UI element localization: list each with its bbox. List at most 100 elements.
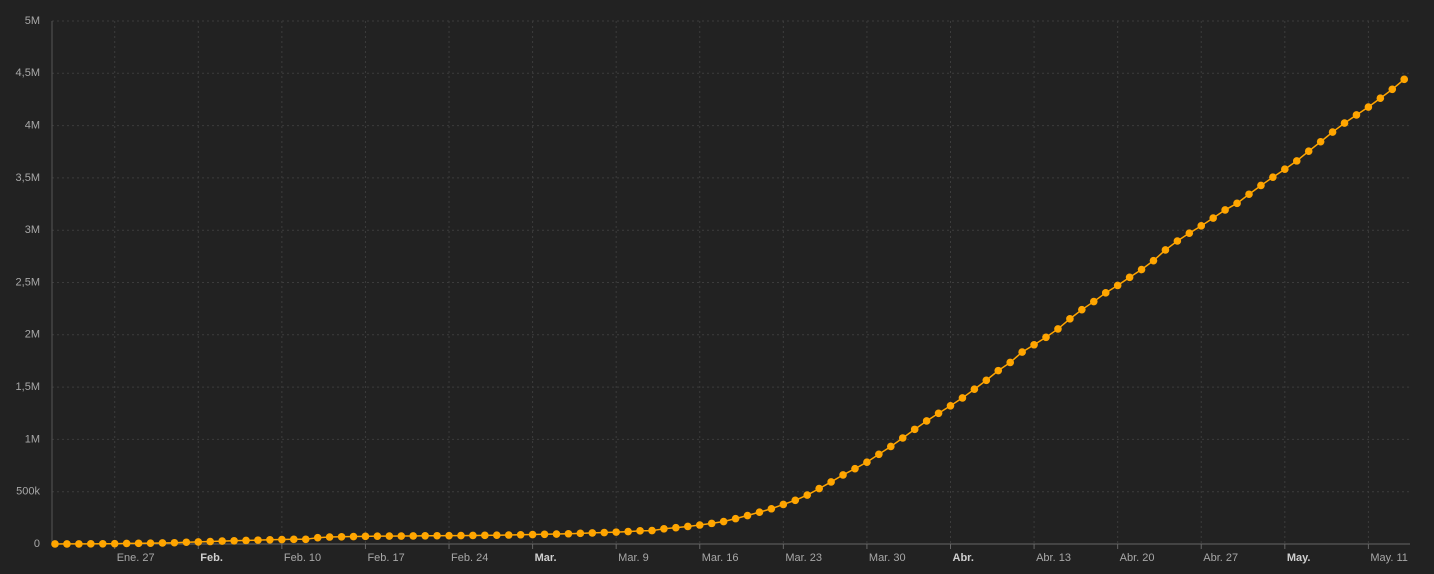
data-point	[433, 531, 441, 540]
data-point	[1089, 297, 1098, 306]
data-point	[146, 539, 155, 547]
data-point	[421, 531, 429, 540]
data-point	[218, 537, 226, 545]
data-point	[194, 538, 203, 546]
x-tick-label: Feb. 24	[451, 552, 488, 564]
data-point	[803, 491, 812, 499]
data-point	[206, 537, 215, 546]
data-point	[242, 536, 250, 545]
x-tick-label: Feb. 17	[367, 552, 404, 564]
x-tick-label: Feb.	[200, 552, 223, 564]
data-point	[385, 532, 394, 540]
data-point	[1281, 165, 1289, 174]
data-point	[851, 464, 859, 473]
data-point	[648, 526, 656, 535]
data-point	[397, 532, 406, 540]
data-point	[1006, 358, 1014, 367]
data-point	[75, 540, 83, 548]
data-point	[1364, 103, 1373, 111]
data-point	[540, 530, 549, 539]
data-point	[1340, 119, 1349, 127]
data-point	[481, 531, 489, 540]
data-point	[982, 376, 991, 385]
x-tick-label: Mar. 30	[869, 552, 906, 564]
y-tick-label: 5M	[25, 15, 40, 27]
data-point	[134, 539, 143, 548]
data-point	[170, 538, 179, 547]
data-point	[1173, 237, 1182, 245]
y-tick-label: 4,5M	[16, 67, 40, 79]
data-point	[492, 531, 501, 540]
x-tick-label: Abr.	[953, 552, 974, 564]
y-tick-label: 3M	[25, 224, 40, 236]
data-point	[875, 450, 883, 459]
y-tick-label: 2,5M	[16, 276, 40, 288]
y-tick-label: 2M	[25, 329, 40, 341]
data-point	[313, 533, 322, 542]
data-point	[1316, 137, 1325, 146]
data-point	[445, 531, 453, 540]
data-point	[958, 394, 967, 402]
data-point	[684, 522, 692, 531]
data-point	[325, 533, 334, 541]
data-point	[600, 528, 609, 537]
data-point	[863, 458, 871, 466]
data-point	[254, 536, 262, 544]
data-point	[827, 478, 835, 486]
data-point	[1245, 190, 1253, 199]
data-point	[887, 442, 895, 451]
data-point	[504, 531, 513, 539]
data-point	[934, 409, 943, 418]
data-point	[1113, 281, 1122, 290]
x-tick-label: Mar. 23	[785, 552, 822, 564]
data-point	[898, 434, 907, 442]
x-tick-label: May.	[1287, 552, 1311, 564]
data-point	[1221, 206, 1229, 214]
data-point	[1018, 348, 1026, 356]
data-point	[1185, 229, 1194, 237]
data-point	[910, 425, 919, 434]
data-point	[839, 471, 847, 479]
data-point	[290, 535, 298, 544]
data-point	[791, 496, 800, 505]
y-tick-label: 1,5M	[16, 381, 40, 393]
data-point	[815, 484, 823, 493]
data-point	[672, 523, 680, 532]
data-point	[158, 539, 167, 547]
data-point	[301, 535, 310, 544]
data-point	[660, 525, 668, 533]
data-point	[719, 517, 728, 526]
data-point	[1257, 181, 1265, 190]
data-point	[349, 532, 358, 541]
data-point	[87, 540, 95, 548]
data-point	[1161, 246, 1170, 254]
data-point	[1233, 199, 1241, 208]
data-point	[1304, 147, 1313, 155]
x-tick-label: Abr. 27	[1203, 552, 1238, 564]
data-point	[1030, 340, 1038, 349]
data-point	[922, 417, 931, 425]
x-tick-label: Feb. 10	[284, 552, 321, 564]
data-point	[98, 539, 107, 548]
data-point	[994, 366, 1003, 375]
data-point	[1400, 75, 1409, 84]
data-point	[731, 514, 740, 523]
data-point	[373, 532, 382, 540]
data-point	[409, 532, 418, 540]
data-point	[516, 530, 525, 539]
data-point	[755, 508, 764, 516]
data-point	[1269, 173, 1277, 181]
data-point	[1292, 157, 1301, 165]
x-tick-label: Mar. 16	[702, 552, 739, 564]
data-point	[1101, 289, 1110, 297]
data-point	[743, 511, 752, 520]
data-point	[552, 530, 561, 538]
data-point	[51, 540, 59, 548]
data-point	[946, 401, 955, 410]
y-tick-label: 1M	[25, 433, 40, 445]
data-point	[1137, 265, 1146, 274]
data-point	[1376, 94, 1385, 103]
x-tick-label: Abr. 13	[1036, 552, 1071, 564]
